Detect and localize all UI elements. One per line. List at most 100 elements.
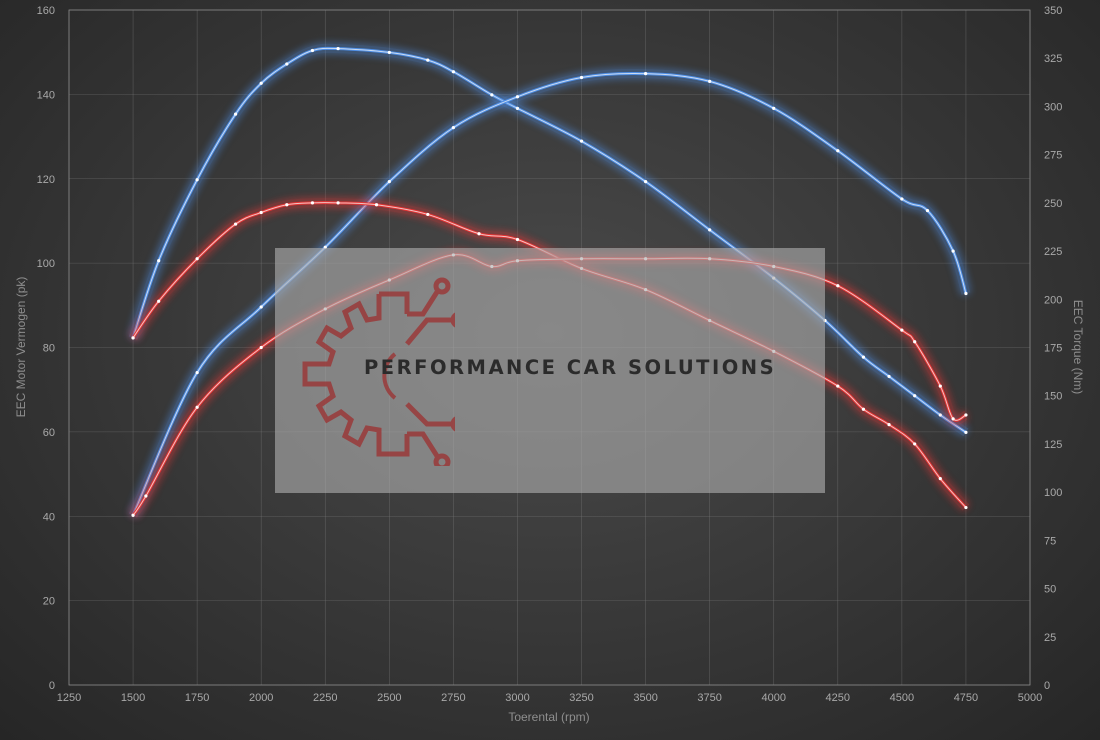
data-point — [259, 305, 263, 309]
data-point — [195, 178, 199, 182]
data-point — [913, 442, 917, 446]
data-point — [131, 513, 135, 517]
data-point — [259, 81, 263, 85]
right-tick-label: 50 — [1044, 584, 1056, 596]
data-point — [259, 345, 263, 350]
data-point — [233, 112, 238, 116]
x-tick-label: 3250 — [569, 692, 593, 704]
data-point — [913, 340, 917, 344]
data-point — [579, 75, 584, 80]
left-tick-label: 20 — [43, 596, 55, 608]
right-tick-label: 125 — [1044, 439, 1062, 451]
data-point — [900, 328, 904, 332]
left-tick-label: 80 — [43, 343, 55, 355]
x-tick-label: 2500 — [377, 692, 401, 704]
right-tick-label: 150 — [1044, 391, 1062, 403]
right-tick-label: 225 — [1044, 246, 1062, 258]
data-point — [233, 222, 238, 226]
left-tick-label: 160 — [37, 5, 55, 17]
data-point — [310, 201, 315, 205]
data-point — [195, 405, 199, 409]
right-tick-label: 175 — [1044, 343, 1062, 355]
data-point — [887, 374, 891, 379]
data-point — [157, 259, 161, 263]
data-point — [900, 197, 904, 201]
right-tick-label: 250 — [1044, 198, 1062, 210]
series — [128, 43, 971, 518]
gear-circuit-logo-icon — [302, 277, 455, 466]
data-point — [938, 384, 942, 388]
data-point — [964, 430, 968, 434]
data-point — [964, 505, 968, 510]
right-tick-label: 0 — [1044, 680, 1050, 692]
right-tick-label: 75 — [1044, 535, 1056, 547]
data-point — [925, 208, 930, 213]
left-tick-label: 0 — [49, 680, 55, 692]
watermark-overlay: PERFORMANCE CAR SOLUTIONS — [275, 248, 825, 493]
data-point — [515, 237, 520, 242]
x-axis-ticks: 1250 1500 1750 2000 2250 2500 2750 3000 3250 3500… — [57, 692, 1042, 704]
right-axis-ticks: 0 25 50 75 100 125 150 175 200 225 250 275 300 325 350 — [1044, 5, 1062, 692]
data-point — [426, 58, 430, 62]
data-point — [951, 417, 955, 421]
x-axis-title: Toerental (rpm) — [508, 710, 589, 724]
data-point — [157, 299, 161, 303]
plot-frame — [68, 9, 1031, 686]
data-point — [490, 93, 494, 97]
data-point — [195, 370, 199, 375]
series-highlight — [132, 202, 967, 508]
data-point — [579, 139, 584, 143]
data-point — [477, 232, 481, 236]
right-tick-label: 350 — [1044, 5, 1062, 17]
data-point — [644, 180, 648, 184]
right-tick-label: 325 — [1044, 53, 1062, 65]
x-tick-label: 4250 — [826, 692, 850, 704]
data-point — [451, 70, 455, 74]
x-tick-label: 1500 — [121, 692, 145, 704]
x-tick-label: 4500 — [890, 692, 914, 704]
left-tick-label: 40 — [43, 511, 55, 523]
data-point — [708, 79, 712, 83]
data-point — [387, 180, 391, 184]
right-tick-label: 275 — [1044, 150, 1062, 162]
data-point — [708, 228, 712, 232]
data-point — [259, 210, 263, 215]
data-point — [310, 48, 315, 53]
data-point — [336, 46, 340, 51]
right-axis-title: EEC Torque (Nm) — [1071, 300, 1085, 394]
data-point — [951, 249, 955, 253]
right-tick-label: 25 — [1044, 632, 1056, 644]
data-point — [772, 106, 776, 110]
data-point — [285, 62, 289, 66]
data-point — [913, 394, 917, 398]
data-point — [195, 257, 199, 261]
data-point — [426, 212, 430, 217]
left-tick-label: 120 — [37, 174, 55, 186]
x-tick-label: 2250 — [313, 692, 337, 704]
data-point — [644, 72, 648, 76]
x-tick-label: 1750 — [185, 692, 209, 704]
watermark-text: PERFORMANCE CAR SOLUTIONS — [364, 356, 777, 379]
x-tick-label: 2000 — [249, 692, 273, 704]
data-point — [861, 355, 866, 359]
left-tick-label: 140 — [37, 89, 55, 101]
data-point — [964, 291, 968, 296]
x-tick-label: 5000 — [1018, 692, 1042, 704]
left-tick-label: 100 — [37, 258, 55, 270]
data-point — [861, 407, 866, 411]
right-tick-label: 200 — [1044, 294, 1062, 306]
data-point — [938, 477, 942, 481]
data-point — [836, 284, 840, 288]
data-point — [374, 203, 379, 207]
data-point — [144, 494, 148, 498]
data-point — [836, 384, 840, 388]
x-tick-label: 3500 — [633, 692, 657, 704]
data-point — [451, 126, 455, 130]
x-tick-label: 4000 — [761, 692, 785, 704]
data-point — [887, 423, 891, 427]
left-tick-label: 60 — [43, 427, 55, 439]
left-axis-ticks: 0 20 40 60 80 100 120 140 160 — [37, 5, 55, 692]
x-tick-label: 1250 — [57, 692, 81, 704]
x-tick-label: 3750 — [697, 692, 721, 704]
data-point — [285, 203, 289, 207]
